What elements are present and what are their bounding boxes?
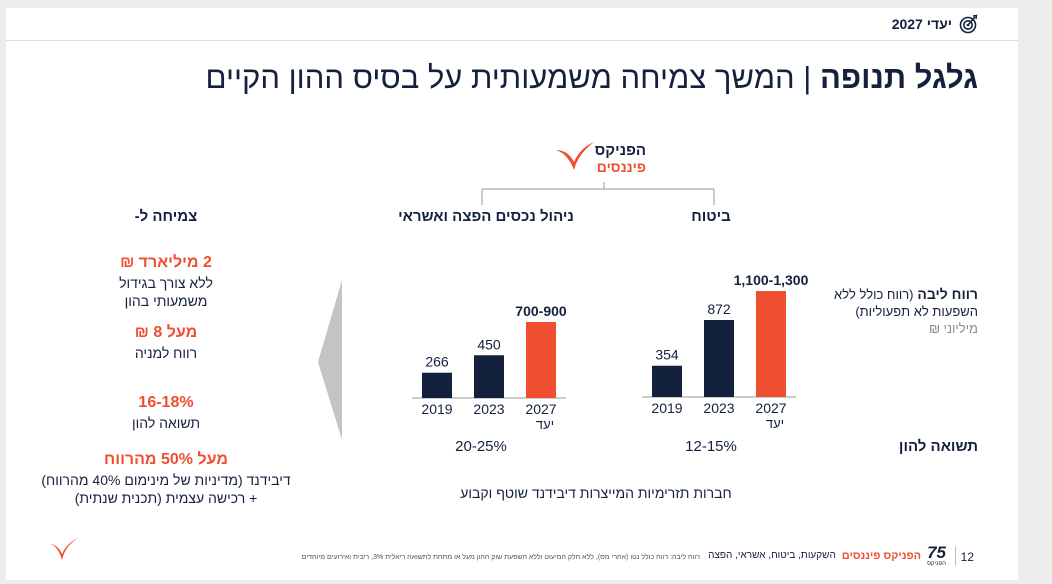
roe-label: תשואה להון [898, 438, 978, 455]
footer-logo-rest: השקעות, ביטוח, אשראי, הפצה [708, 550, 836, 561]
page-number: 12 [960, 550, 974, 564]
segment-asset-mgmt: ניהול נכסים הפצה ואשראי [398, 208, 574, 225]
bar-value-label: 354 [655, 347, 679, 363]
footer-divider [955, 546, 956, 566]
bar-value-label: 872 [707, 301, 731, 317]
growth-desc: רווח למניה [134, 345, 198, 361]
growth-desc: תשואה להון [131, 415, 201, 431]
bar-value-label: 266 [425, 354, 449, 370]
category-label: 2023 [703, 400, 734, 416]
phoenix-mark-icon [50, 538, 78, 560]
footer-logo-bold: הפניקס פיננסים [841, 549, 922, 562]
growth-value: מעל 50% מהרווח [104, 451, 228, 468]
category-label: 2027 [525, 401, 556, 417]
footer-brand: 75 הפניקס הפניקס פיננסים השקעות, ביטוח, … [708, 544, 946, 567]
footer-note: רווח ליבה: רווח כולל נטו (אחרי מס), ללא … [301, 554, 700, 561]
page-title: גלגל תנופה | המשך צמיחה משמעותית על בסיס… [206, 60, 978, 96]
growth-item-1: 2 מיליארד ₪ ללא צורך בגידול משמעותי בהון [66, 254, 266, 309]
bar-2023 [474, 355, 504, 398]
bar-2019 [422, 372, 452, 398]
bar-2027 [756, 291, 786, 397]
left-arrow-shape [318, 280, 342, 440]
bar-value-label: 700-900 [515, 303, 567, 319]
growth-item-3: 16-18% תשואה להון [66, 394, 266, 431]
bar-2019 [652, 365, 682, 397]
category-sublabel: יעד [766, 416, 784, 431]
title-bold: גלגל תנופה [819, 60, 978, 95]
growth-value: מעל 8 ₪ [134, 324, 198, 341]
profit-unit: מיליוני ₪ [928, 321, 978, 336]
header-tag-text: יעדי 2027 [891, 16, 952, 32]
bar-value-label: 450 [477, 336, 501, 352]
target-icon [958, 14, 978, 34]
growth-value: 16-18% [138, 394, 194, 411]
slide: יעדי 2027 גלגל תנופה | המשך צמיחה משמעות… [6, 8, 1018, 580]
logo-line2: פיננסים [596, 159, 646, 175]
segment-insurance: ביטוח [691, 208, 731, 225]
bar-2023 [704, 320, 734, 397]
profit-label-bold: רווח ליבה [917, 286, 978, 302]
header-divider [6, 40, 1018, 41]
header-tag: יעדי 2027 [892, 14, 978, 34]
bar-value-label: 1,100-1,300 [734, 272, 809, 288]
category-sublabel: יעד [536, 417, 554, 432]
org-connector [481, 182, 715, 205]
profit-label-line2: השפעות לא תפעוליות) [855, 304, 978, 319]
phoenix-logo: הפניקס פיננסים [554, 136, 654, 180]
growth-title: צמיחה ל- [134, 208, 198, 225]
bar-2027 [526, 322, 556, 398]
profit-label: רווח ליבה (רווח כולל ללא השפעות לא תפעול… [808, 286, 978, 336]
growth-desc: ללא צורך בגידול [119, 275, 213, 291]
category-label: 2023 [473, 401, 504, 417]
badge-sub: הפניקס [927, 561, 946, 567]
category-label: 2019 [651, 400, 682, 416]
phoenix-logo-icon [556, 142, 594, 170]
badge-number: 75 [927, 543, 946, 562]
growth-desc: + רכישה עצמית (תכנית שנתית) [74, 490, 258, 506]
roe-insurance: 12-15% [685, 438, 737, 455]
roe-asset-mgmt: 20-25% [455, 438, 507, 455]
logo-line1: הפניקס [594, 142, 646, 159]
profit-label-paren: (רווח כולל ללא [834, 287, 914, 302]
growth-desc: דיבידנד (מדיניות של מינימום 40% מהרווח) [41, 472, 291, 488]
growth-desc: משמעותי בהון [124, 293, 208, 309]
category-label: 2027 [755, 400, 786, 416]
category-label: 2019 [421, 401, 452, 417]
growth-value: 2 מיליארד ₪ [120, 254, 212, 271]
growth-item-4: מעל 50% מהרווח דיבידנד (מדיניות של מינימ… [16, 451, 316, 506]
title-separator: | [803, 60, 812, 95]
title-rest: המשך צמיחה משמעותית על בסיס ההון הקיים [205, 60, 795, 95]
anniversary-badge: 75 הפניקס [927, 544, 946, 567]
growth-item-2: מעל 8 ₪ רווח למניה [66, 324, 266, 361]
dividend-note: חברות תזרימיות המייצרות דיבידנד שוטף וקב… [460, 485, 732, 501]
